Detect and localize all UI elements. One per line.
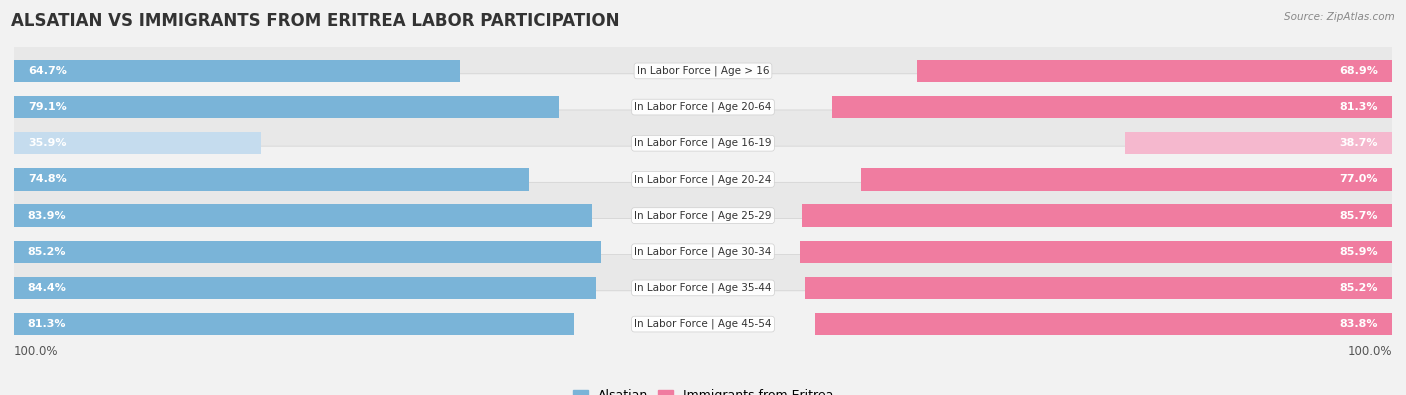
Text: Source: ZipAtlas.com: Source: ZipAtlas.com — [1284, 12, 1395, 22]
Legend: Alsatian, Immigrants from Eritrea: Alsatian, Immigrants from Eritrea — [568, 384, 838, 395]
Text: 64.7%: 64.7% — [28, 66, 66, 76]
Bar — [1125, 132, 1392, 154]
Text: 79.1%: 79.1% — [28, 102, 66, 112]
Bar — [832, 96, 1392, 118]
Bar — [14, 204, 592, 227]
Bar — [806, 277, 1392, 299]
Bar — [14, 60, 460, 82]
Text: 100.0%: 100.0% — [14, 345, 59, 358]
Text: 81.3%: 81.3% — [1340, 102, 1378, 112]
Text: In Labor Force | Age 35-44: In Labor Force | Age 35-44 — [634, 283, 772, 293]
Text: In Labor Force | Age 20-24: In Labor Force | Age 20-24 — [634, 174, 772, 185]
Bar — [801, 204, 1392, 227]
Bar — [814, 313, 1392, 335]
Text: In Labor Force | Age 16-19: In Labor Force | Age 16-19 — [634, 138, 772, 149]
Bar — [14, 241, 600, 263]
Bar — [862, 168, 1392, 191]
Text: 38.7%: 38.7% — [1340, 138, 1378, 148]
Text: In Labor Force | Age 30-34: In Labor Force | Age 30-34 — [634, 246, 772, 257]
FancyBboxPatch shape — [11, 182, 1395, 249]
Text: 74.8%: 74.8% — [28, 175, 66, 184]
Text: 85.9%: 85.9% — [1340, 247, 1378, 257]
FancyBboxPatch shape — [11, 255, 1395, 321]
Text: 100.0%: 100.0% — [1347, 345, 1392, 358]
FancyBboxPatch shape — [11, 146, 1395, 213]
Text: 85.7%: 85.7% — [1340, 211, 1378, 220]
Text: 68.9%: 68.9% — [1340, 66, 1378, 76]
Bar — [14, 313, 574, 335]
Text: ALSATIAN VS IMMIGRANTS FROM ERITREA LABOR PARTICIPATION: ALSATIAN VS IMMIGRANTS FROM ERITREA LABO… — [11, 12, 620, 30]
Bar — [14, 168, 530, 191]
Text: 83.9%: 83.9% — [28, 211, 66, 220]
Text: 84.4%: 84.4% — [28, 283, 66, 293]
FancyBboxPatch shape — [11, 38, 1395, 104]
Text: In Labor Force | Age 25-29: In Labor Force | Age 25-29 — [634, 210, 772, 221]
Text: In Labor Force | Age 20-64: In Labor Force | Age 20-64 — [634, 102, 772, 112]
Bar — [14, 96, 560, 118]
FancyBboxPatch shape — [11, 291, 1395, 357]
Text: In Labor Force | Age 45-54: In Labor Force | Age 45-54 — [634, 319, 772, 329]
Bar — [917, 60, 1392, 82]
Bar — [800, 241, 1392, 263]
FancyBboxPatch shape — [11, 218, 1395, 285]
Text: 85.2%: 85.2% — [28, 247, 66, 257]
Bar — [14, 132, 262, 154]
Text: 77.0%: 77.0% — [1340, 175, 1378, 184]
FancyBboxPatch shape — [11, 110, 1395, 177]
Bar — [14, 277, 596, 299]
Text: 85.2%: 85.2% — [1340, 283, 1378, 293]
Text: 35.9%: 35.9% — [28, 138, 66, 148]
Text: In Labor Force | Age > 16: In Labor Force | Age > 16 — [637, 66, 769, 76]
Text: 81.3%: 81.3% — [28, 319, 66, 329]
FancyBboxPatch shape — [11, 74, 1395, 140]
Text: 83.8%: 83.8% — [1340, 319, 1378, 329]
